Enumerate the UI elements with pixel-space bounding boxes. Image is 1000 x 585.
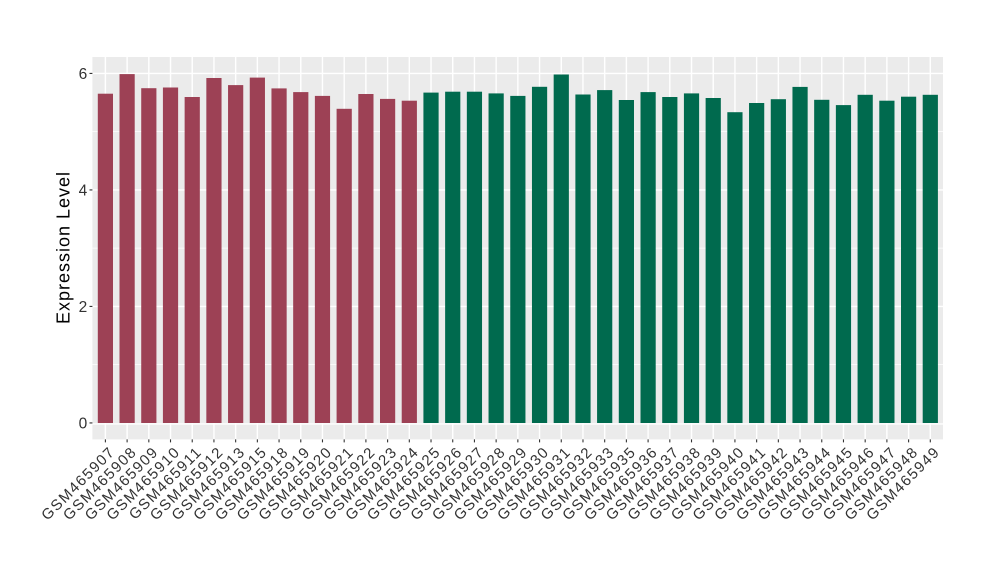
svg-text:6: 6 xyxy=(79,66,88,83)
svg-text:Expression Level: Expression Level xyxy=(53,171,73,324)
svg-text:2: 2 xyxy=(79,299,88,316)
svg-text:4: 4 xyxy=(79,182,88,199)
svg-text:0: 0 xyxy=(79,415,88,432)
